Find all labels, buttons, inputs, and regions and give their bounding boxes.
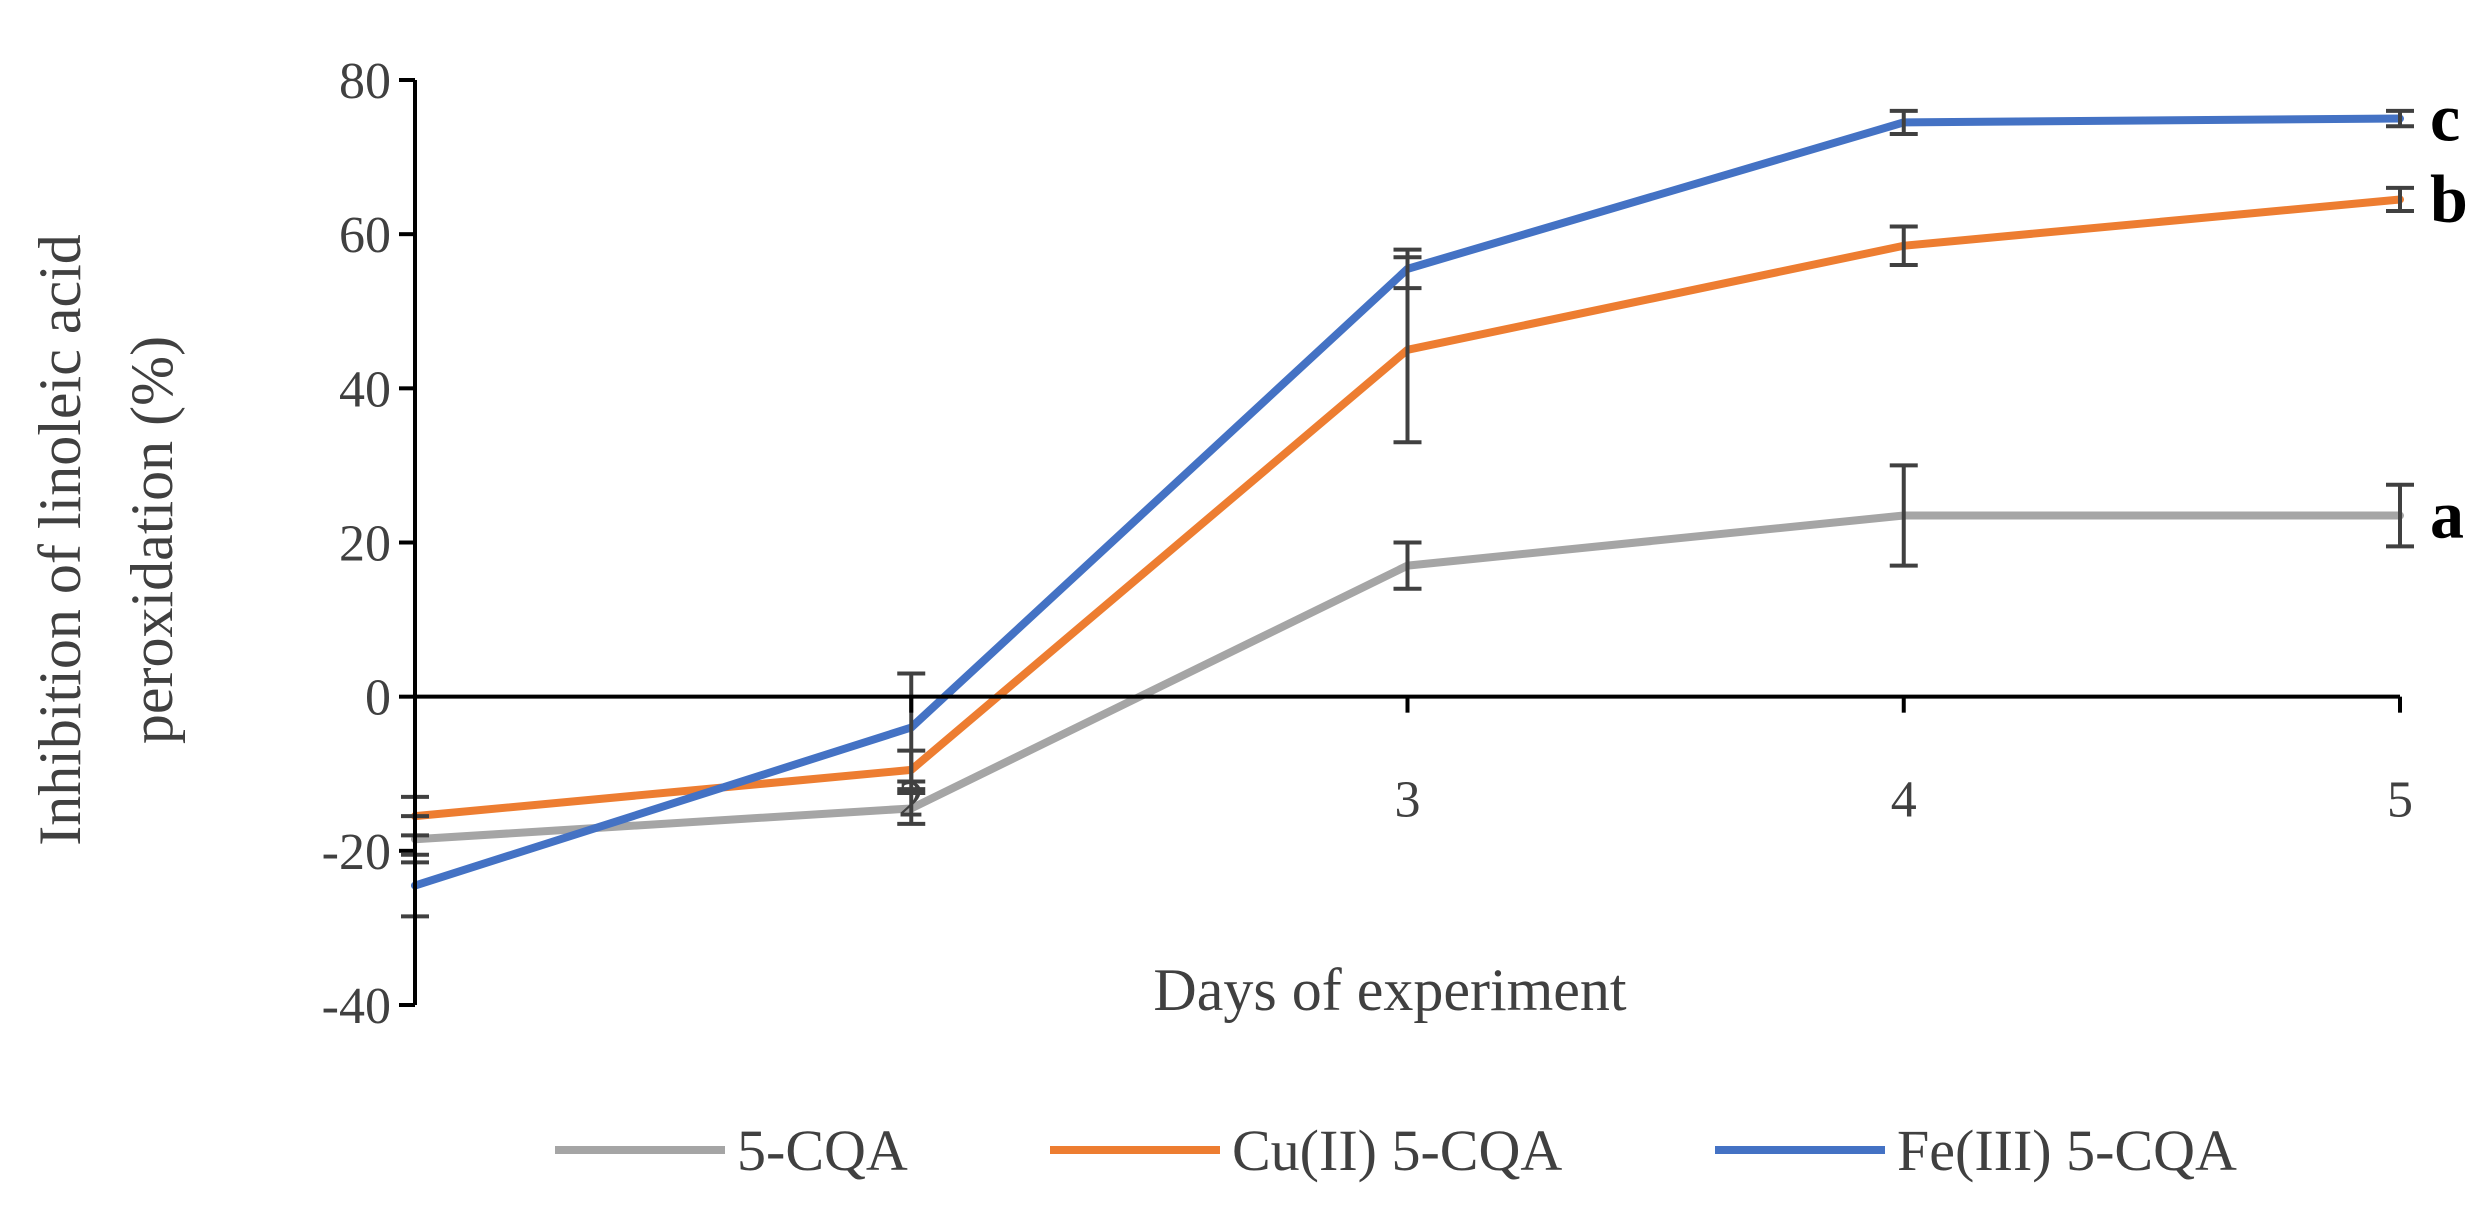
- x-axis-title: Days of experiment: [1153, 957, 1627, 1023]
- y-tick-label: -20: [322, 824, 391, 881]
- error-bar: [1889, 224, 1918, 267]
- legend-item: Fe(III) 5-CQA: [1715, 1118, 2237, 1183]
- legend: 5-CQA Cu(II) 5-CQA Fe(III) 5-CQA: [555, 1118, 2237, 1183]
- error-bar: [1889, 463, 1918, 568]
- significance-labels: a bc: [2430, 80, 2468, 553]
- series-lines: [411, 114, 2404, 890]
- x-tick-label: 4: [1891, 772, 1917, 829]
- significance-label-b: b: [2430, 160, 2468, 236]
- series-line-3: [411, 114, 2404, 890]
- significance-label-a: a: [2430, 477, 2464, 553]
- error-bar: [1393, 540, 1422, 591]
- y-tick-label: 40: [339, 361, 391, 418]
- error-bar: [897, 791, 926, 826]
- y-axis-title-line1: Inhibition of linoleic acid: [27, 234, 93, 846]
- x-tick-label: 5: [2387, 772, 2413, 829]
- y-axis-title-line2: peroxidation (%): [119, 336, 185, 744]
- error-bar: [2386, 482, 2414, 549]
- error-bar: [2386, 108, 2414, 129]
- y-tick-label: -40: [322, 978, 391, 1035]
- error-bar: [2386, 185, 2414, 214]
- x-tick-label: 3: [1395, 772, 1421, 829]
- x-tick-label: 2: [898, 772, 924, 829]
- y-axis-title: Inhibition of linoleic acid peroxidation…: [27, 234, 185, 846]
- y-tick-label: 20: [339, 516, 391, 573]
- error-bar: [897, 671, 926, 784]
- error-bar: [1393, 247, 1422, 291]
- y-tick-label: 60: [339, 207, 391, 264]
- error-bar: [1889, 108, 1918, 136]
- legend-label: 5-CQA: [737, 1118, 908, 1183]
- y-tick-label: 80: [339, 53, 391, 110]
- legend-item: Cu(II) 5-CQA: [1050, 1118, 1562, 1183]
- legend-label: Fe(III) 5-CQA: [1897, 1118, 2237, 1183]
- y-axis-ticks: -40 -20 0 20 40 60 80: [322, 53, 415, 1035]
- y-tick-label: 0: [365, 670, 391, 727]
- x-axis-ticks: 2 3 4 5: [413, 696, 2413, 829]
- legend-label: Cu(II) 5-CQA: [1232, 1118, 1562, 1183]
- legend-item: 5-CQA: [555, 1118, 908, 1183]
- significance-label-c: c: [2430, 80, 2460, 156]
